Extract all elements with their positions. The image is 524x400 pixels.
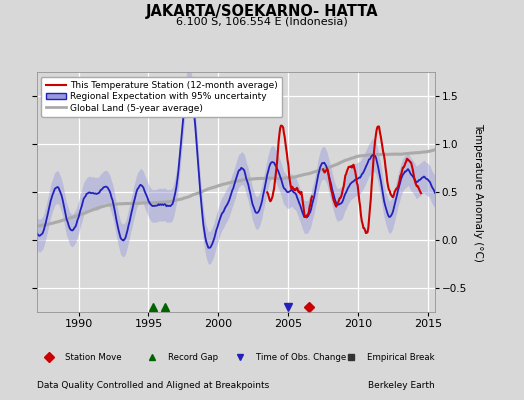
Text: Time of Obs. Change: Time of Obs. Change [256, 354, 346, 362]
Text: Berkeley Earth: Berkeley Earth [368, 381, 435, 390]
Text: 6.100 S, 106.554 E (Indonesia): 6.100 S, 106.554 E (Indonesia) [176, 16, 348, 26]
Legend: This Temperature Station (12-month average), Regional Expectation with 95% uncer: This Temperature Station (12-month avera… [41, 76, 282, 117]
Text: JAKARTA/SOEKARNO- HATTA: JAKARTA/SOEKARNO- HATTA [146, 4, 378, 19]
Text: Record Gap: Record Gap [168, 354, 218, 362]
Y-axis label: Temperature Anomaly (°C): Temperature Anomaly (°C) [473, 122, 483, 262]
Text: Station Move: Station Move [64, 354, 121, 362]
Text: Empirical Break: Empirical Break [367, 354, 435, 362]
Text: Data Quality Controlled and Aligned at Breakpoints: Data Quality Controlled and Aligned at B… [37, 381, 269, 390]
